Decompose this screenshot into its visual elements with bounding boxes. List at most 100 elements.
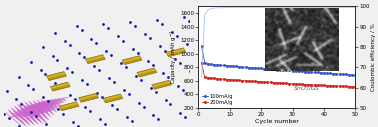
100mA/g [338,73,342,75]
100mA/g [334,73,339,75]
100mA/g [231,65,235,67]
100mA/g [237,66,242,68]
Bar [152,81,170,87]
100mA/g [259,68,263,69]
200mA/g [243,80,248,82]
100mA/g [303,71,307,72]
200mA/g [234,79,239,81]
Line: 200mA/g: 200mA/g [201,62,356,88]
200mA/g [325,85,329,86]
200mA/g [312,84,317,86]
200mA/g [322,85,326,86]
200mA/g [218,78,223,80]
Bar [137,69,156,75]
200mA/g [319,85,323,86]
Y-axis label: Coulombic efficiency / %: Coulombic efficiency / % [371,23,376,91]
100mA/g [322,72,326,74]
200mA/g [228,79,232,81]
100mA/g [203,62,207,63]
Bar [122,56,142,65]
100mA/g [234,66,239,67]
200mA/g [212,78,216,79]
100mA/g [209,64,213,65]
100mA/g [297,70,301,72]
Bar [85,55,105,64]
100mA/g [249,67,254,68]
Bar [46,72,67,81]
Bar [79,93,98,102]
100mA/g [347,74,351,76]
200mA/g [347,86,351,87]
100mA/g [312,72,317,73]
100mA/g [274,69,279,70]
200mA/g [290,83,295,85]
Bar [59,102,79,111]
100mA/g [319,72,323,74]
200mA/g [331,85,336,87]
200mA/g [203,77,207,78]
100mA/g [315,72,320,73]
200mA/g [303,84,307,85]
200mA/g [206,77,210,79]
200mA/g [225,79,229,80]
100mA/g [325,72,329,74]
100mA/g [215,64,220,66]
100mA/g [293,70,298,72]
Bar [50,82,70,91]
200mA/g [281,82,285,84]
200mA/g [353,86,358,88]
Text: SnO$_2$/GS: SnO$_2$/GS [293,84,320,93]
Bar [103,94,123,103]
200mA/g [246,80,251,82]
100mA/g [218,64,223,66]
200mA/g [293,83,298,85]
Bar [104,95,122,101]
X-axis label: Cycle number: Cycle number [255,118,299,123]
200mA/g [287,83,292,84]
200mA/g [199,62,204,63]
100mA/g [225,65,229,66]
Bar [166,48,186,57]
Bar [79,94,97,100]
Bar [137,68,157,77]
200mA/g [334,85,339,87]
100mA/g [353,74,358,76]
100mA/g [268,68,273,70]
200mA/g [262,81,266,83]
100mA/g [300,71,304,72]
200mA/g [338,85,342,87]
200mA/g [341,86,345,87]
200mA/g [271,82,276,83]
100mA/g [271,69,276,70]
Bar [47,72,65,78]
200mA/g [256,81,260,82]
200mA/g [259,81,263,83]
Bar [86,55,104,61]
Bar [51,83,69,89]
200mA/g [328,85,333,86]
100mA/g [228,65,232,67]
200mA/g [209,77,213,79]
200mA/g [309,84,314,86]
100mA/g [281,69,285,71]
100mA/g [284,69,288,71]
100mA/g [221,65,226,66]
100mA/g [199,46,204,47]
Bar [59,102,78,108]
100mA/g [256,67,260,69]
200mA/g [300,84,304,85]
200mA/g [253,81,257,82]
100mA/g [240,66,245,68]
200mA/g [306,84,311,85]
100mA/g [212,64,216,65]
Bar [122,56,141,62]
200mA/g [215,78,220,80]
Legend: 100mA/g, 200mA/g: 100mA/g, 200mA/g [201,94,233,105]
200mA/g [221,78,226,80]
200mA/g [284,83,288,84]
100mA/g [262,68,266,69]
Bar [166,49,184,55]
100mA/g [350,74,355,76]
100mA/g [243,67,248,68]
100mA/g [328,73,333,74]
